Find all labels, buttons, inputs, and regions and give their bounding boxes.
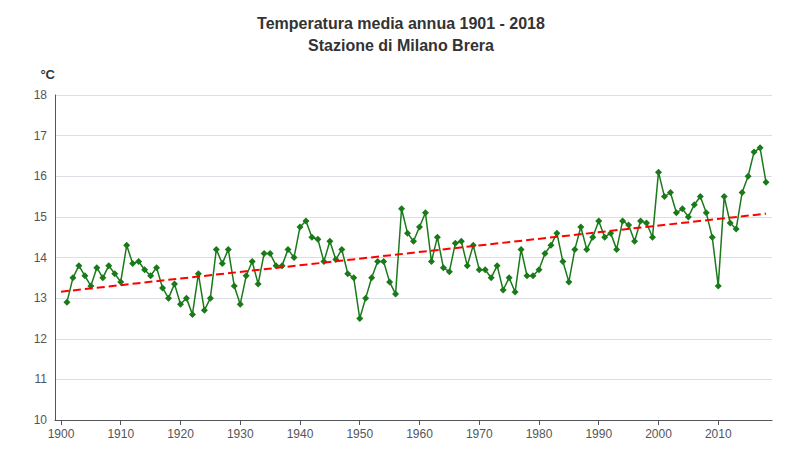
svg-text:1940: 1940 [287, 427, 314, 441]
svg-text:°C: °C [40, 67, 55, 82]
svg-text:1920: 1920 [167, 427, 194, 441]
svg-text:11: 11 [35, 372, 48, 386]
svg-text:1910: 1910 [107, 427, 134, 441]
svg-text:10: 10 [34, 413, 48, 427]
svg-text:1990: 1990 [585, 427, 612, 441]
svg-text:18: 18 [34, 88, 48, 102]
svg-text:1960: 1960 [406, 427, 433, 441]
svg-text:12: 12 [34, 332, 48, 346]
svg-text:2010: 2010 [705, 427, 732, 441]
svg-text:Stazione di Milano Brera: Stazione di Milano Brera [308, 37, 494, 54]
svg-text:15: 15 [34, 210, 48, 224]
svg-text:1980: 1980 [526, 427, 553, 441]
svg-text:17: 17 [34, 129, 48, 143]
svg-text:1970: 1970 [466, 427, 493, 441]
svg-text:13: 13 [34, 291, 48, 305]
svg-text:14: 14 [34, 251, 48, 265]
svg-text:2000: 2000 [645, 427, 672, 441]
svg-text:1930: 1930 [227, 427, 254, 441]
svg-text:16: 16 [34, 169, 48, 183]
svg-text:1950: 1950 [346, 427, 373, 441]
svg-text:1900: 1900 [48, 427, 75, 441]
svg-text:Temperatura media annua 1901 -: Temperatura media annua 1901 - 2018 [257, 15, 545, 32]
